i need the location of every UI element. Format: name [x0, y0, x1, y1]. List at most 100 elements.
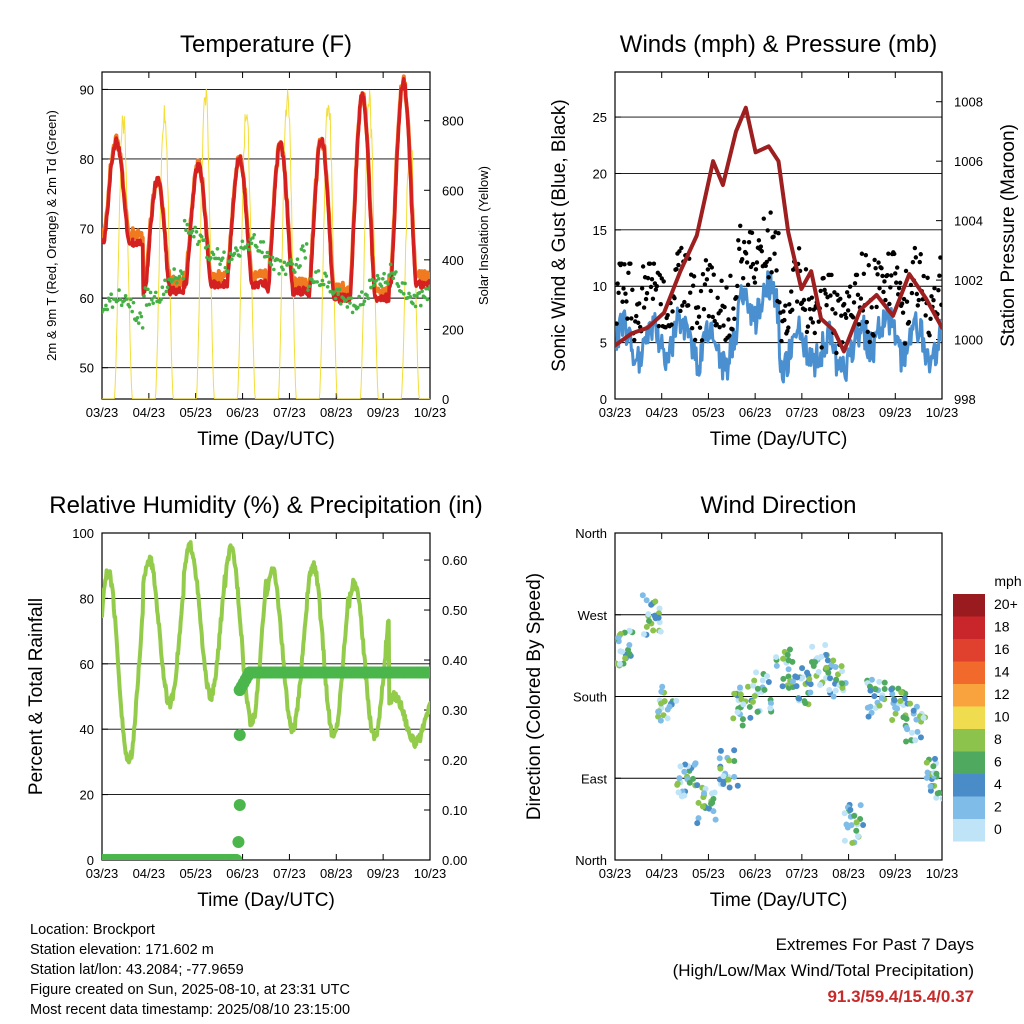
gust-point: [886, 251, 891, 256]
dewpoint-point: [312, 280, 317, 284]
gust-point: [916, 297, 921, 303]
temp-2m-line: [102, 77, 430, 304]
direction-point: [904, 726, 911, 733]
direction-point: [891, 697, 898, 704]
recent-timestamp: Most recent data timestamp: 2025/08/10 2…: [30, 1002, 351, 1018]
gust-point: [751, 275, 757, 280]
gust-point: [686, 303, 691, 308]
direction-point: [738, 696, 745, 703]
direction-point: [903, 715, 910, 722]
dewpoint-point: [214, 256, 218, 261]
humidity-y-tick-label: 80: [80, 591, 94, 606]
dewpoint-point: [232, 251, 237, 256]
dewpoint-point: [206, 244, 211, 248]
gust-point: [864, 319, 869, 325]
gust-point: [658, 302, 663, 307]
gust-point: [782, 317, 787, 323]
direction-point: [871, 693, 878, 700]
direction-title: Wind Direction: [700, 492, 856, 519]
gust-point: [785, 328, 790, 334]
gust-point: [874, 304, 879, 310]
dewpoint-point: [202, 238, 207, 242]
gust-point: [711, 272, 716, 277]
gust-point: [914, 291, 920, 297]
gust-point: [728, 273, 733, 279]
dewpoint-point: [377, 276, 381, 281]
winds-x-tick-label: 10/23: [926, 405, 959, 420]
dewpoint-point: [161, 292, 166, 297]
gust-point: [629, 316, 634, 321]
gust-point: [624, 299, 629, 304]
legend-swatch: [953, 661, 985, 684]
gust-point: [616, 290, 621, 296]
gust-point: [786, 325, 791, 330]
gust-point: [647, 261, 653, 266]
winds-x-tick-label: 04/23: [645, 405, 678, 420]
dewpoint-point: [140, 326, 145, 330]
dewpoint-point: [230, 257, 234, 261]
gust-point: [915, 303, 921, 308]
winds-y-tick-label: 10: [593, 279, 607, 294]
direction-point: [773, 654, 780, 661]
rainfall-point: [230, 854, 243, 860]
temperature-y2-tick-label: 600: [442, 183, 464, 198]
dewpoint-point: [251, 236, 255, 240]
temperature-y-tick-label: 70: [80, 222, 94, 237]
dewpoint-point: [320, 278, 325, 283]
dewpoint-point: [396, 284, 401, 289]
direction-point: [754, 708, 761, 715]
direction-point: [792, 673, 799, 680]
direction-points: [615, 592, 942, 846]
gust-point: [863, 252, 869, 258]
direction-point: [897, 697, 904, 704]
gust-point: [823, 291, 828, 296]
dewpoint-point: [365, 293, 369, 298]
humidity-y2-tick-label: 0.60: [442, 553, 467, 568]
extremes-values: 91.3/59.4/15.4/0.37: [827, 987, 974, 1006]
dewpoint-point: [399, 289, 403, 294]
gust-point: [882, 279, 887, 284]
direction-point: [767, 705, 774, 712]
dewpoint-point: [269, 262, 274, 267]
dewpoint-point: [216, 256, 221, 261]
dewpoint-point: [361, 302, 365, 307]
gust-point: [781, 309, 786, 314]
gust-point: [634, 313, 639, 319]
direction-x-tick-label: 05/23: [692, 866, 725, 881]
dewpoint-point: [102, 307, 107, 312]
gust-point: [661, 279, 666, 284]
gust-point: [715, 295, 720, 301]
dewpoint-point: [362, 299, 367, 303]
dewpoint-point: [278, 259, 283, 263]
direction-point: [847, 806, 854, 813]
gust-point: [923, 313, 928, 318]
station-elevation: Station elevation: 171.602 m: [30, 942, 214, 958]
direction-point: [920, 714, 927, 721]
winds-y-tick-label: 0: [600, 392, 607, 407]
gust-point: [843, 312, 848, 317]
gust-point: [839, 313, 844, 318]
direction-point: [824, 657, 831, 664]
dewpoint-point: [223, 265, 228, 270]
direction-point: [751, 693, 758, 700]
dewpoint-point: [387, 273, 392, 278]
temperature-x-tick-label: 06/23: [226, 405, 259, 420]
dewpoint-point: [165, 285, 170, 290]
gust-point: [921, 273, 926, 279]
direction-point: [673, 697, 680, 704]
temperature-y2-tick-label: 0: [442, 392, 449, 407]
gust-point: [892, 251, 897, 257]
figure-created: Figure created on Sun, 2025-08-10, at 23…: [30, 982, 350, 998]
direction-point: [878, 695, 885, 702]
dewpoint-point: [203, 245, 208, 250]
direction-point: [764, 673, 771, 680]
direction-point: [914, 728, 921, 735]
dewpoint-point: [341, 296, 346, 300]
temperature-x-label: Time (Day/UTC): [197, 429, 335, 450]
gust-point: [811, 307, 817, 312]
direction-y-tick-label: West: [578, 608, 608, 623]
gust-point: [740, 256, 745, 262]
direction-point: [682, 761, 689, 768]
direction-point: [910, 707, 917, 714]
dewpoint-point: [147, 302, 152, 307]
